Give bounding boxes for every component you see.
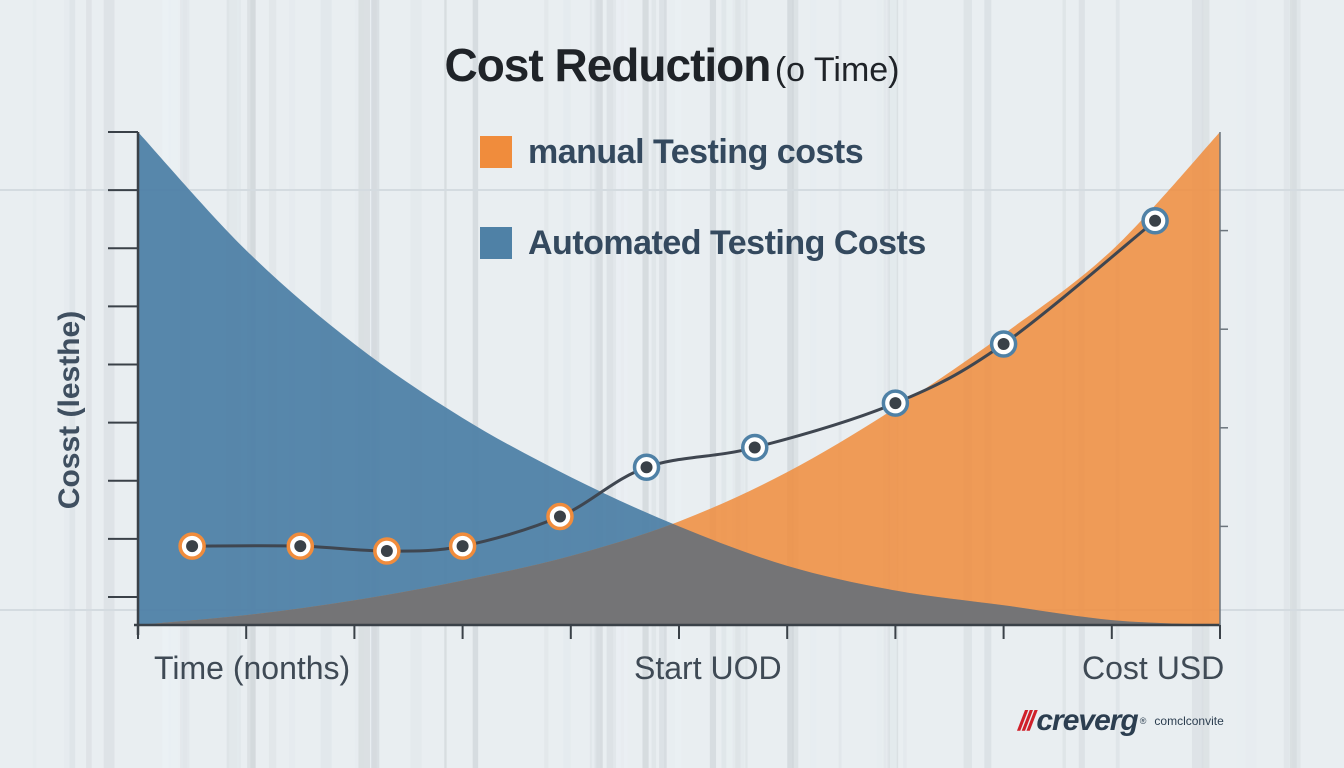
- logo-registered: ®: [1139, 716, 1147, 726]
- bg-stripe: [659, 0, 667, 768]
- bg-stripe: [745, 0, 748, 768]
- bg-stripe: [787, 0, 794, 768]
- bg-stripe: [674, 0, 682, 768]
- bg-stripe: [642, 0, 649, 768]
- bg-stripe: [885, 0, 890, 768]
- bg-stripe: [613, 0, 624, 768]
- data-point-0: [178, 532, 206, 560]
- marker-dot: [553, 510, 566, 523]
- title-sub: (o Time): [774, 51, 900, 89]
- bg-stripe: [103, 0, 115, 768]
- legend-swatch-manual: [480, 136, 512, 168]
- marker-dot: [456, 540, 469, 553]
- bg-stripe: [876, 0, 883, 768]
- legend-label-manual: manual Testing costs: [528, 132, 864, 171]
- legend-label-automated: Automated Testing Costs: [528, 223, 926, 262]
- bg-stripe: [810, 0, 817, 768]
- bg-stripe: [616, 0, 628, 768]
- bg-stripe: [64, 0, 71, 768]
- marker-dot: [748, 441, 761, 454]
- area-automated: [138, 132, 1220, 625]
- bg-stripe: [1245, 0, 1257, 768]
- bg-stripe: [69, 0, 76, 768]
- bg-stripe: [721, 0, 727, 768]
- bg-stripe: [838, 0, 842, 768]
- marker-dot: [294, 540, 307, 553]
- data-point-8: [989, 330, 1018, 358]
- bg-stripe: [606, 0, 617, 768]
- bg-stripe: [1289, 0, 1297, 768]
- bg-stripe: [444, 0, 447, 768]
- data-point-2: [373, 537, 401, 565]
- marker-dot: [380, 545, 393, 558]
- bg-stripe: [663, 0, 667, 768]
- legend-item-automated: Automated Testing Costs: [480, 223, 926, 262]
- data-point-7: [881, 389, 910, 417]
- marker-dot: [889, 397, 902, 410]
- x-axis-label-left: Time (nonths): [154, 650, 351, 686]
- bg-stripe: [721, 0, 733, 768]
- logo-mark: ///: [1018, 705, 1035, 736]
- data-point-9: [1141, 206, 1169, 235]
- bg-stripe: [792, 0, 799, 768]
- marker-dot: [186, 540, 199, 553]
- bg-stripe: [1236, 0, 1246, 768]
- marker-dot: [1149, 214, 1162, 227]
- bg-stripe: [86, 0, 92, 768]
- data-point-4: [546, 502, 574, 531]
- bg-stripe: [410, 0, 422, 768]
- bg-stripe: [903, 0, 907, 768]
- chart-title: Cost Reduction (o Time): [0, 38, 1344, 92]
- bg-stripe: [889, 0, 897, 768]
- bg-stripe: [732, 0, 745, 768]
- bg-stripe: [613, 0, 621, 768]
- bg-stripe: [563, 0, 571, 768]
- bg-stripe: [668, 0, 678, 768]
- bg-stripe: [651, 0, 657, 768]
- logo-tagline: comclconvite: [1154, 714, 1224, 728]
- bg-stripe: [883, 0, 887, 768]
- legend-item-manual: manual Testing costs: [480, 132, 864, 171]
- brand-watermark: /// creverg ® comclconvite: [1018, 704, 1224, 738]
- data-point-3: [448, 532, 477, 560]
- bg-stripe: [1292, 0, 1301, 768]
- x-axis-label-mid: Start UOD: [634, 650, 782, 686]
- bg-stripe: [32, 0, 37, 768]
- bg-stripe: [709, 0, 717, 768]
- area-manual: [138, 132, 1220, 625]
- marker-dot: [640, 461, 653, 474]
- data-point-6: [740, 433, 769, 462]
- bg-stripe: [591, 0, 595, 768]
- bg-stripe: [544, 0, 549, 768]
- bg-stripe: [472, 0, 479, 768]
- legend-swatch-automated: [480, 227, 512, 259]
- bg-stripe: [595, 0, 603, 768]
- title-main: Cost Reduction: [444, 39, 771, 91]
- logo-text: creverg: [1036, 704, 1138, 737]
- data-point-5: [632, 453, 661, 481]
- marker-dot: [997, 337, 1010, 350]
- bg-stripe: [1283, 0, 1290, 768]
- y-axis-label: Cosst (lesthe): [53, 310, 86, 510]
- x-axis-label-right: Cost USD: [1082, 650, 1225, 686]
- data-point-1: [286, 532, 315, 560]
